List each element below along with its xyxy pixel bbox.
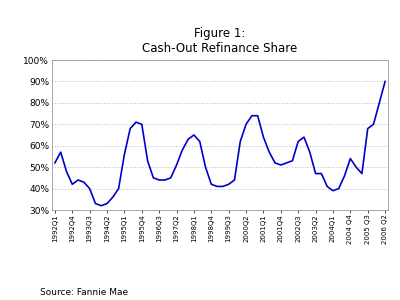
Text: Source: Fannie Mae: Source: Fannie Mae (40, 288, 128, 297)
Title: Figure 1:
Cash-Out Refinance Share: Figure 1: Cash-Out Refinance Share (142, 27, 298, 55)
